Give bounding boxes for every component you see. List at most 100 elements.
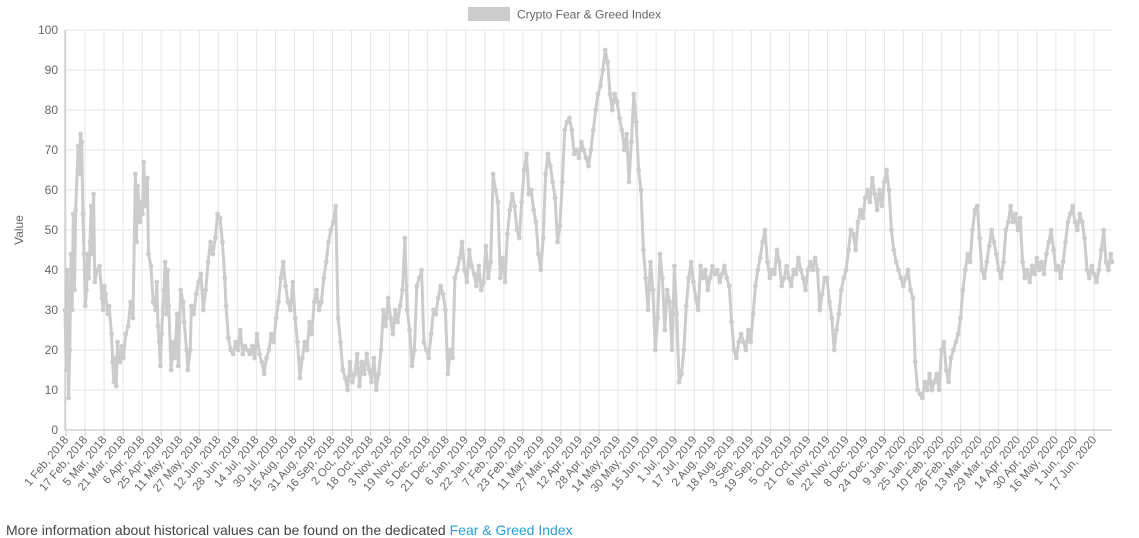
data-point bbox=[731, 347, 737, 353]
data-point bbox=[519, 199, 525, 205]
data-point bbox=[536, 251, 541, 257]
data-point bbox=[891, 247, 897, 253]
data-point bbox=[198, 271, 204, 277]
data-point bbox=[447, 347, 453, 353]
data-point bbox=[100, 307, 106, 313]
data-point bbox=[583, 155, 589, 161]
chart-legend[interactable]: Crypto Fear & Greed Index bbox=[468, 7, 661, 22]
y-tick-label: 40 bbox=[45, 263, 59, 277]
data-point bbox=[1082, 235, 1087, 241]
data-point bbox=[235, 347, 241, 353]
data-point bbox=[595, 91, 601, 97]
data-point bbox=[237, 327, 243, 333]
data-point bbox=[893, 259, 899, 265]
data-point bbox=[1041, 271, 1047, 277]
data-point bbox=[330, 219, 336, 225]
data-point bbox=[736, 339, 742, 345]
data-point bbox=[955, 331, 961, 337]
data-point bbox=[555, 239, 560, 245]
data-point bbox=[84, 287, 89, 293]
data-point bbox=[184, 347, 190, 353]
fear-greed-index-link[interactable]: Fear & Greed Index bbox=[449, 522, 573, 538]
data-point bbox=[63, 367, 69, 373]
data-point bbox=[750, 311, 756, 317]
data-point bbox=[302, 339, 308, 345]
data-point bbox=[421, 339, 427, 345]
data-point bbox=[142, 203, 148, 209]
data-point bbox=[1055, 263, 1061, 269]
data-point bbox=[827, 299, 832, 305]
data-point bbox=[110, 359, 116, 365]
data-point bbox=[588, 147, 594, 153]
data-point bbox=[867, 199, 873, 205]
data-point bbox=[342, 375, 348, 381]
data-point bbox=[803, 287, 808, 293]
data-point bbox=[381, 307, 386, 313]
data-point bbox=[912, 359, 918, 365]
data-point bbox=[495, 199, 501, 205]
data-point bbox=[1029, 263, 1035, 269]
data-point bbox=[562, 127, 568, 133]
data-point bbox=[135, 183, 141, 189]
fear-greed-line-chart: Crypto Fear & Greed Index 0 10 20 30 40 50 60 7… bbox=[12, 7, 1115, 495]
data-point bbox=[1086, 275, 1092, 281]
y-tick-label: 60 bbox=[45, 183, 59, 197]
data-point bbox=[550, 179, 556, 185]
data-point bbox=[215, 211, 221, 217]
series-crypto-fear-greed bbox=[62, 47, 1115, 401]
data-point bbox=[433, 311, 439, 317]
data-point bbox=[896, 267, 901, 273]
data-point bbox=[655, 315, 661, 321]
data-point bbox=[364, 351, 370, 357]
y-tick-label: 10 bbox=[45, 383, 59, 397]
data-point bbox=[853, 247, 858, 253]
data-point bbox=[469, 263, 474, 269]
data-point bbox=[717, 279, 723, 285]
data-point bbox=[903, 275, 909, 281]
y-tick-label: 70 bbox=[45, 143, 59, 157]
data-point bbox=[524, 151, 529, 157]
data-point bbox=[76, 171, 82, 177]
data-point bbox=[924, 387, 930, 393]
data-point bbox=[807, 259, 813, 265]
data-point bbox=[1079, 219, 1085, 225]
data-point bbox=[769, 267, 775, 273]
data-point bbox=[257, 351, 262, 357]
data-point bbox=[521, 167, 527, 173]
data-point bbox=[102, 283, 107, 289]
data-point bbox=[271, 339, 277, 345]
data-point bbox=[753, 283, 758, 289]
data-point bbox=[695, 307, 701, 313]
data-point bbox=[743, 347, 749, 353]
data-point bbox=[619, 127, 625, 133]
data-point bbox=[905, 267, 911, 273]
data-point bbox=[507, 207, 513, 213]
data-point bbox=[784, 263, 789, 269]
data-point bbox=[1075, 227, 1080, 233]
data-point bbox=[266, 347, 272, 353]
data-point bbox=[714, 267, 720, 273]
data-point bbox=[69, 307, 75, 313]
data-point bbox=[578, 139, 584, 145]
data-point bbox=[175, 363, 181, 369]
y-tick-label: 50 bbox=[45, 223, 59, 237]
data-point bbox=[512, 203, 517, 209]
data-point bbox=[254, 331, 260, 337]
data-point bbox=[843, 267, 849, 273]
data-point bbox=[693, 295, 699, 301]
data-point bbox=[800, 275, 806, 281]
data-point bbox=[679, 371, 684, 377]
data-point bbox=[946, 379, 951, 385]
data-point bbox=[390, 331, 396, 337]
data-point bbox=[1005, 219, 1011, 225]
data-point bbox=[765, 259, 770, 265]
data-point bbox=[614, 99, 620, 105]
data-point bbox=[369, 379, 374, 385]
data-point bbox=[676, 379, 682, 385]
data-point bbox=[1108, 251, 1114, 257]
data-point bbox=[664, 287, 670, 293]
data-point bbox=[1072, 219, 1078, 225]
data-point bbox=[869, 175, 875, 181]
data-point bbox=[819, 291, 825, 297]
